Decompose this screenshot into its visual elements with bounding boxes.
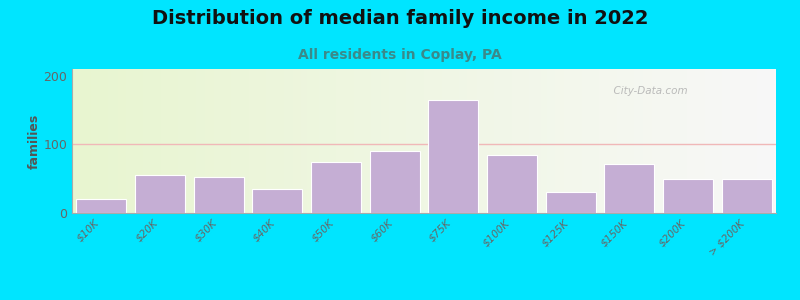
Bar	[663, 179, 713, 213]
Bar	[546, 192, 595, 213]
Bar	[605, 164, 654, 213]
Bar	[487, 155, 537, 213]
Bar	[722, 179, 771, 213]
Bar	[311, 162, 361, 213]
Text: Distribution of median family income in 2022: Distribution of median family income in …	[152, 9, 648, 28]
Bar	[194, 177, 243, 213]
Bar	[253, 189, 302, 213]
Text: City-Data.com: City-Data.com	[607, 85, 688, 96]
Bar	[429, 100, 478, 213]
Text: All residents in Coplay, PA: All residents in Coplay, PA	[298, 48, 502, 62]
Bar	[77, 199, 126, 213]
Bar	[370, 151, 419, 213]
Bar	[135, 175, 185, 213]
Y-axis label: families: families	[27, 113, 41, 169]
